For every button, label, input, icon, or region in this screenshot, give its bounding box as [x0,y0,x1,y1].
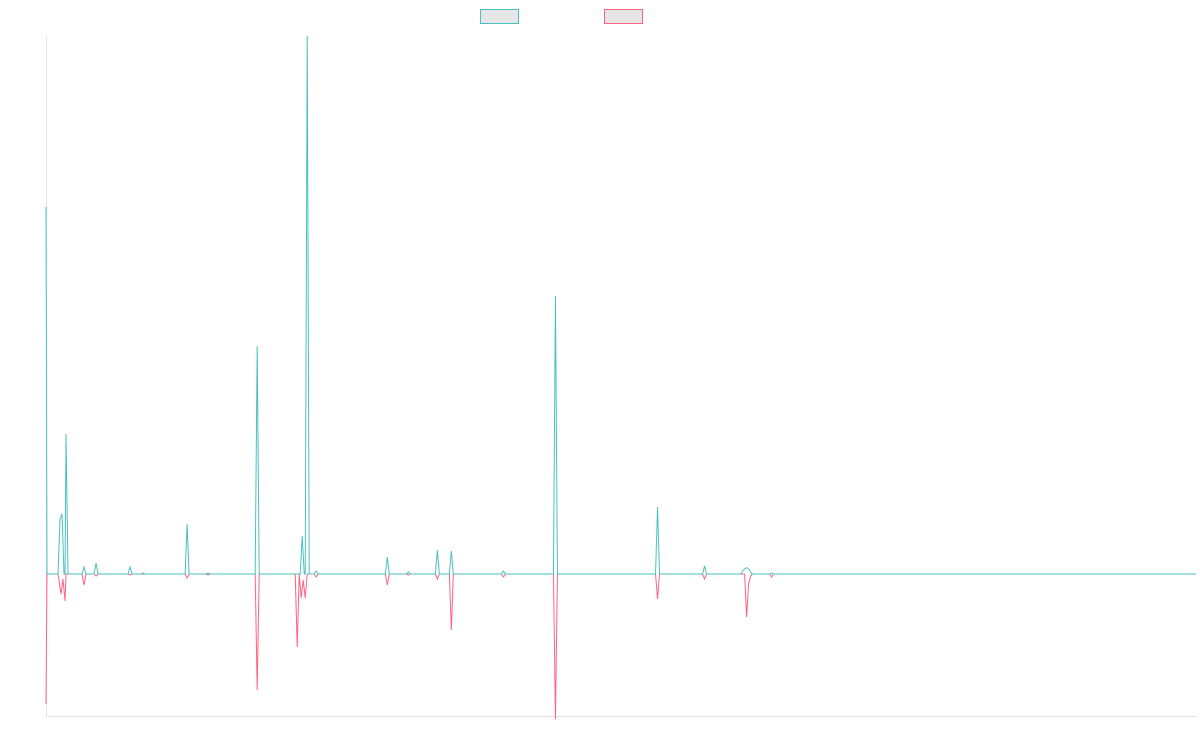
series-line-2 [45,573,1196,720]
series-line-1 [45,35,1196,575]
legend-swatch-series-2[interactable] [604,9,643,24]
series-layer [45,35,1196,720]
legend-swatch-series-1[interactable] [480,9,519,24]
